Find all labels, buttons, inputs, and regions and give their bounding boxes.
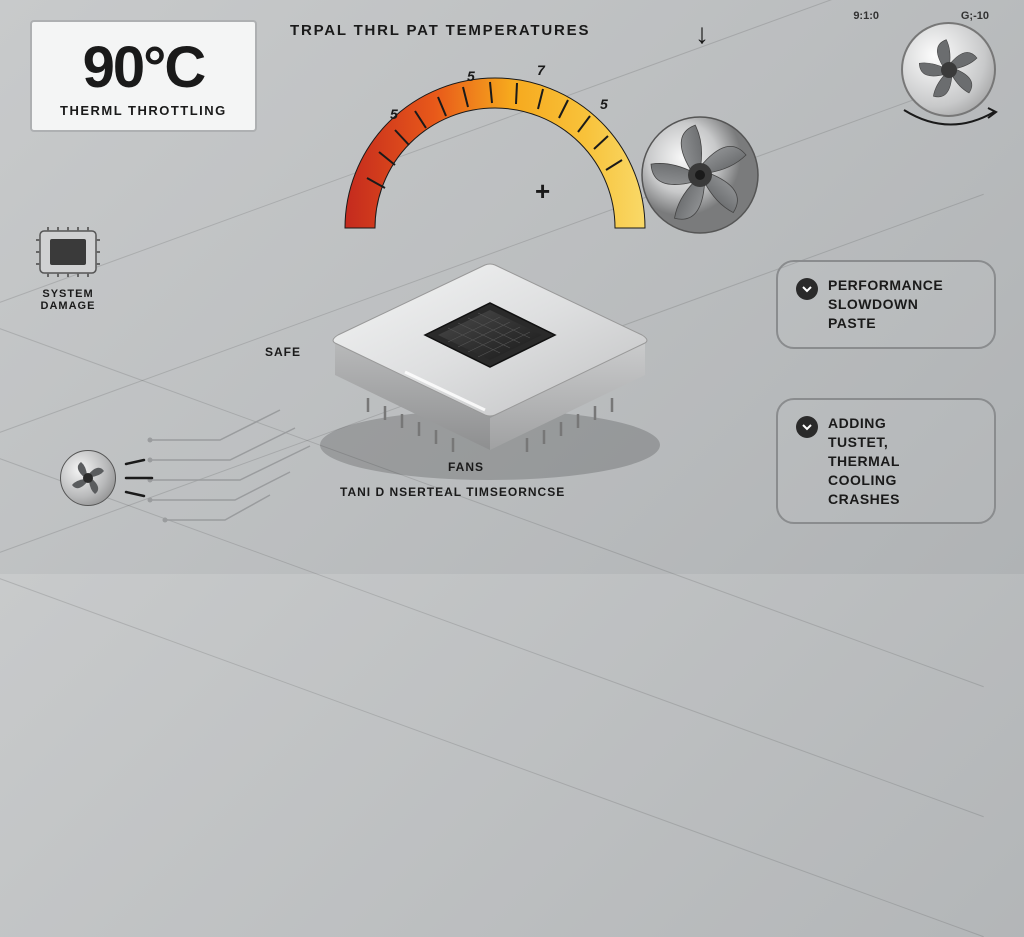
gauge-tick-label: 5 — [390, 106, 398, 122]
gauge-tick-label: 5 — [467, 68, 475, 84]
system-damage-label: SYSTEM DAMAGE — [32, 288, 104, 312]
curved-arrow-icon — [894, 100, 1004, 140]
sound-waves-icon — [122, 456, 192, 500]
fan-mini-icon — [60, 450, 116, 506]
chip-icon — [32, 225, 104, 280]
temperature-label: THERML THROTTLING — [60, 103, 227, 118]
temperature-box: 90°C THERML THROTTLING — [30, 20, 257, 132]
fans-label: FANS — [448, 460, 484, 474]
info-panel: PERFORMANCE SLOWDOWN PASTE — [776, 260, 996, 349]
check-down-icon — [796, 416, 818, 438]
arrow-down-icon: ↓ — [695, 18, 709, 50]
gauge-tick-label: 7 — [537, 62, 545, 78]
corner-label: 9:1:0 — [853, 10, 879, 22]
gauge-tick-label: 5 — [600, 96, 608, 112]
system-damage-block: SYSTEM DAMAGE — [32, 225, 104, 312]
bottom-text: TANI D NSERTEAL TIMSEORNCSE — [340, 485, 565, 499]
gauge-header: TRPAL THRL PAT TEMPERATURES — [290, 22, 590, 39]
corner-label: G;-10 — [961, 10, 989, 22]
temperature-value: 90°C — [60, 34, 227, 101]
info-panel: ADDING TUSTET, THERMAL COOLING CRASHES — [776, 398, 996, 524]
grid-line — [0, 560, 984, 937]
check-down-icon — [796, 278, 818, 300]
panel-text: ADDING TUSTET, THERMAL COOLING CRASHES — [828, 414, 900, 508]
panel-text: PERFORMANCE SLOWDOWN PASTE — [828, 276, 943, 333]
